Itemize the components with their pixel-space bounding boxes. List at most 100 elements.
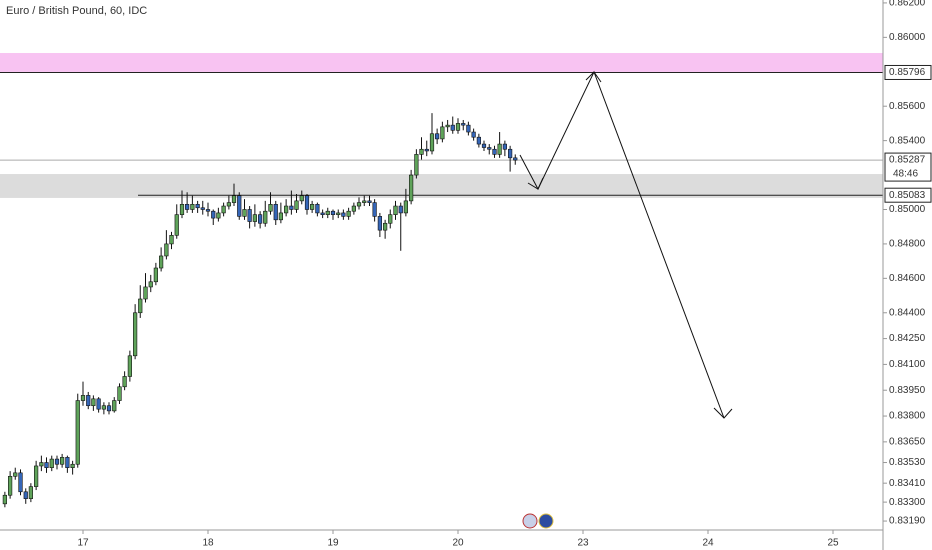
y-tick-label: 0.83190	[889, 516, 926, 527]
axes: 0.86200 0.86000 0.85600 0.85400 0.85000 0.848…	[77, 0, 932, 549]
candle-body	[310, 204, 315, 210]
candle-body	[455, 123, 461, 131]
candle-body	[471, 131, 476, 138]
y-tick-label: 0.85400	[889, 135, 926, 146]
candle-body	[200, 207, 205, 210]
candle-body	[419, 148, 424, 155]
candle-body	[263, 210, 268, 224]
y-tick-label: 0.86200	[889, 0, 926, 9]
candle-body	[393, 205, 398, 215]
candle-body	[424, 148, 429, 152]
candle-body	[174, 214, 179, 236]
candle-body	[117, 386, 122, 401]
level-label: 0.85796	[889, 67, 926, 78]
candle-body	[299, 195, 304, 202]
candle-body	[278, 212, 283, 221]
candle-body	[429, 133, 435, 152]
candle-body	[383, 222, 388, 231]
arrow-head	[527, 177, 544, 190]
candle-body	[320, 212, 325, 215]
candle-body	[481, 143, 487, 148]
arrow-head	[585, 71, 602, 83]
candle-body	[268, 204, 273, 212]
candle-body	[372, 202, 377, 217]
candle-body	[138, 298, 143, 314]
candle-body	[325, 210, 330, 215]
plot-area	[0, 53, 883, 508]
candle-body	[466, 124, 471, 133]
candle-body	[461, 123, 466, 126]
candle-body	[127, 355, 132, 377]
candle-body	[304, 195, 310, 210]
y-tick-label: 0.84250	[889, 333, 926, 344]
candle-body	[487, 147, 492, 150]
candle-body	[101, 405, 106, 410]
drawn-path	[519, 70, 725, 419]
y-tick-label: 0.84800	[889, 239, 926, 250]
candle-body	[258, 214, 263, 224]
candle-body	[388, 214, 393, 224]
candle-body	[492, 148, 497, 155]
candle-body	[403, 200, 408, 214]
candle-body	[414, 154, 419, 176]
candle-body	[195, 204, 200, 209]
currency-flag	[522, 513, 538, 529]
candle-body	[39, 462, 44, 467]
candle-body	[75, 400, 80, 465]
candle-body	[28, 486, 33, 499]
candle-body	[179, 204, 185, 215]
y-tick-label: 0.86000	[889, 32, 926, 43]
candle-body	[513, 157, 518, 161]
candle-body	[106, 405, 112, 412]
candle-body	[122, 376, 127, 388]
candle-body	[367, 200, 372, 203]
candle-body	[237, 195, 242, 217]
candle-body	[242, 209, 247, 217]
candle-body	[44, 462, 49, 468]
chart-title: Euro / British Pound, 60, IDC	[6, 5, 147, 17]
candle-body	[70, 463, 75, 468]
candle-body	[164, 243, 169, 257]
candle-body	[91, 398, 96, 407]
y-tick-label: 0.83300	[889, 497, 926, 508]
x-tick-label: 25	[827, 538, 839, 549]
candle-body	[86, 395, 91, 407]
price-label: 0.85287	[889, 155, 926, 166]
candle-body	[351, 205, 356, 212]
candle-body	[450, 124, 455, 131]
y-tick-label: 0.83530	[889, 457, 926, 468]
candle-body	[315, 204, 320, 214]
candle-body	[216, 212, 221, 219]
candle-body	[294, 200, 299, 210]
candle-body	[445, 124, 450, 128]
candle-body	[54, 458, 60, 465]
candle-body	[289, 205, 294, 210]
candle-body	[231, 195, 237, 203]
y-tick-label: 0.83800	[889, 411, 926, 422]
x-tick-label: 17	[77, 538, 89, 549]
candle-body	[356, 202, 362, 207]
candle-body	[153, 267, 158, 283]
level-label-box	[884, 187, 932, 203]
candle-body	[96, 398, 101, 410]
candle-body	[80, 395, 86, 401]
candle-body	[205, 209, 211, 212]
y-tick-label: 0.84400	[889, 307, 926, 318]
x-tick-label: 24	[702, 538, 714, 549]
candle-body	[148, 281, 153, 288]
candle-body	[508, 148, 513, 159]
candle-body	[273, 204, 278, 221]
candle-body	[247, 209, 252, 222]
currency-flag	[538, 513, 554, 529]
candle-body	[284, 205, 289, 214]
arrow-head	[713, 407, 733, 419]
candle-body	[476, 136, 481, 145]
candle-body	[409, 174, 414, 202]
price-label-box	[884, 152, 932, 182]
candle-body	[221, 205, 226, 214]
candle-body	[159, 255, 164, 269]
candle-body	[336, 212, 341, 215]
candle-body	[440, 126, 445, 140]
